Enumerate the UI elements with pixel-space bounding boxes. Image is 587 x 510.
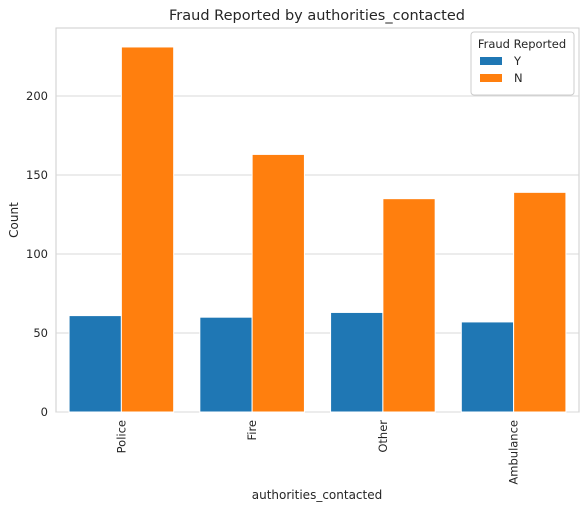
y-tick-label-50: 50 <box>33 326 48 340</box>
x-tick-label-ambulance: Ambulance <box>507 420 521 485</box>
x-tick-labels: Police Fire Other Ambulance <box>114 420 520 485</box>
y-tick-label-150: 150 <box>26 168 48 182</box>
bar-fire-y <box>199 316 253 413</box>
legend-label-n: N <box>514 71 523 85</box>
legend-swatch-n <box>480 74 502 82</box>
legend-title: Fraud Reported <box>478 37 566 51</box>
chart-title: Fraud Reported by authorities_contacted <box>169 8 465 24</box>
bars <box>68 46 567 413</box>
bar-ambulance-n <box>513 191 567 413</box>
y-tick-label-200: 200 <box>26 89 48 103</box>
legend: Fraud Reported Y N <box>470 31 575 96</box>
x-tick-label-fire: Fire <box>245 420 259 441</box>
y-axis-label: Count <box>7 202 21 238</box>
y-tick-label-100: 100 <box>26 247 48 261</box>
y-tick-label-0: 0 <box>41 405 48 419</box>
x-tick-label-other: Other <box>376 420 390 453</box>
bar-ambulance-y <box>460 321 515 413</box>
bar-police-y <box>68 315 122 413</box>
bar-other-n <box>382 198 436 413</box>
bar-police-n <box>120 46 175 413</box>
x-axis-label: authorities_contacted <box>252 488 382 502</box>
legend-swatch-y <box>480 57 502 65</box>
y-tick-labels: 0 50 100 150 200 <box>26 89 48 419</box>
bar-other-y <box>330 311 384 413</box>
bar-fire-n <box>251 153 305 413</box>
x-tick-label-police: Police <box>114 420 128 453</box>
legend-label-y: Y <box>513 54 522 68</box>
